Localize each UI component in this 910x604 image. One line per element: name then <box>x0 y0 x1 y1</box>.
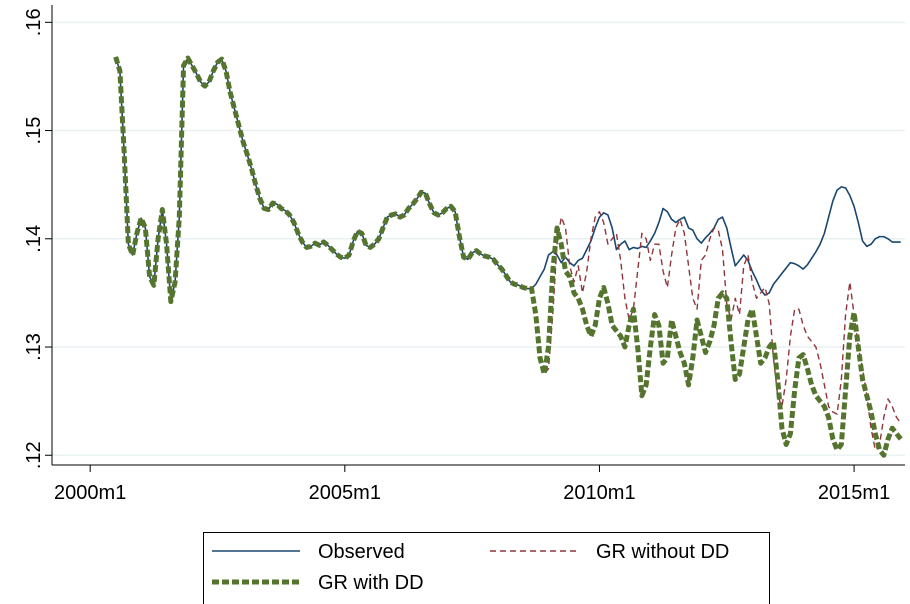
x-tick-label: 2010m1 <box>563 482 635 504</box>
x-tick-label: 2015m1 <box>818 482 890 504</box>
y-tick-label: .12 <box>23 441 45 469</box>
legend-label: Observed <box>318 541 405 563</box>
plot-background <box>52 5 905 465</box>
x-tick-label: 2005m1 <box>309 482 381 504</box>
legend-label: GR without DD <box>596 541 729 563</box>
series-line <box>113 55 903 458</box>
legend-label: GR with DD <box>318 572 424 594</box>
x-tick-label: 2000m1 <box>54 482 126 504</box>
y-tick-label: .13 <box>23 333 45 361</box>
legend-box <box>203 532 770 604</box>
y-tick-label: .14 <box>23 225 45 253</box>
y-tick-label: .15 <box>23 117 45 145</box>
y-tick-label: .16 <box>23 8 45 36</box>
